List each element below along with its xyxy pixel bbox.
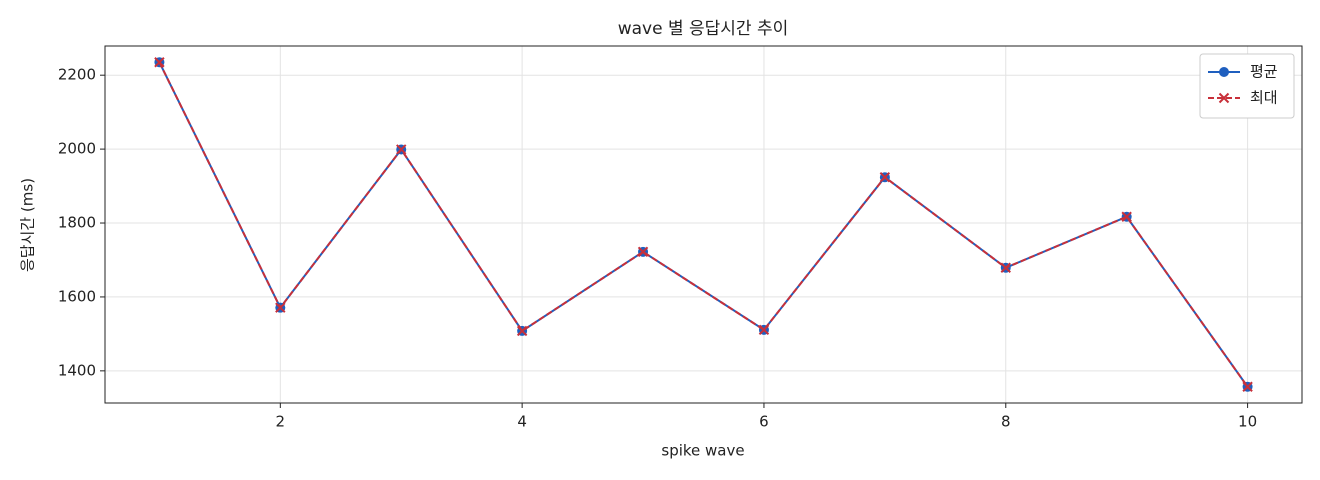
y-axis-label: 응답시간 (ms) <box>19 178 37 272</box>
marker <box>1000 262 1011 273</box>
marker <box>1242 381 1253 392</box>
y-tick-label: 1400 <box>58 361 96 379</box>
legend-marker <box>1219 67 1229 77</box>
series-line <box>158 61 1249 388</box>
legend-marker <box>1218 92 1230 104</box>
x-tick-label: 8 <box>1001 413 1011 431</box>
marker <box>516 325 528 337</box>
legend-label: 최대 <box>1250 89 1278 107</box>
marker <box>637 246 649 258</box>
x-axis-label: spike wave <box>661 442 744 460</box>
y-tick-label: 1600 <box>58 287 96 305</box>
y-tick-label: 2200 <box>58 66 96 84</box>
marker <box>275 302 286 313</box>
x-tick-label: 4 <box>517 413 527 431</box>
marker <box>879 171 891 183</box>
legend-label: 평균 <box>1250 63 1278 81</box>
x-tick-label: 10 <box>1238 413 1257 431</box>
x-tick-label: 6 <box>759 413 769 431</box>
marker <box>1121 211 1132 222</box>
marker <box>758 324 770 336</box>
marker <box>396 144 407 155</box>
x-tick-label: 2 <box>276 413 286 431</box>
plot-frame <box>104 45 1303 404</box>
legend-frame <box>1199 53 1295 119</box>
y-tick-label: 1800 <box>58 214 96 232</box>
y-tick-label: 2000 <box>58 140 96 158</box>
chart-title: wave 별 응답시간 추이 <box>618 19 789 39</box>
marker <box>154 57 165 68</box>
